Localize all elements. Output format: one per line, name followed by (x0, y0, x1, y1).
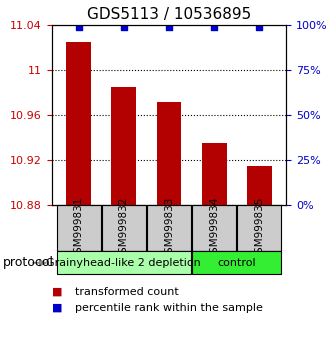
Bar (192, 205, 236, 251)
Bar (237, 205, 281, 251)
Text: GSM999831: GSM999831 (74, 196, 84, 260)
Point (121, 24, 127, 29)
Point (76, 24, 81, 29)
Bar (157, 102, 181, 205)
Text: ■: ■ (52, 303, 66, 313)
Title: GDS5113 / 10536895: GDS5113 / 10536895 (87, 7, 251, 22)
Text: protocol: protocol (3, 256, 54, 269)
Bar (247, 166, 272, 205)
Text: GSM999832: GSM999832 (119, 196, 129, 260)
Text: control: control (217, 258, 256, 268)
Bar (66, 42, 91, 205)
Text: Grainyhead-like 2 depletion: Grainyhead-like 2 depletion (47, 258, 201, 268)
Point (211, 24, 217, 29)
Bar (147, 205, 191, 251)
Bar (202, 143, 226, 205)
Point (257, 24, 262, 29)
Bar (112, 87, 136, 205)
Bar (57, 205, 101, 251)
Text: GSM999834: GSM999834 (209, 196, 219, 260)
Point (166, 24, 172, 29)
Text: GSM999833: GSM999833 (164, 196, 174, 260)
Bar (57, 251, 191, 274)
Text: ■: ■ (52, 287, 66, 297)
Text: transformed count: transformed count (75, 287, 179, 297)
Bar (102, 205, 146, 251)
Text: GSM999835: GSM999835 (254, 196, 264, 260)
Bar (192, 251, 281, 274)
Text: percentile rank within the sample: percentile rank within the sample (75, 303, 263, 313)
